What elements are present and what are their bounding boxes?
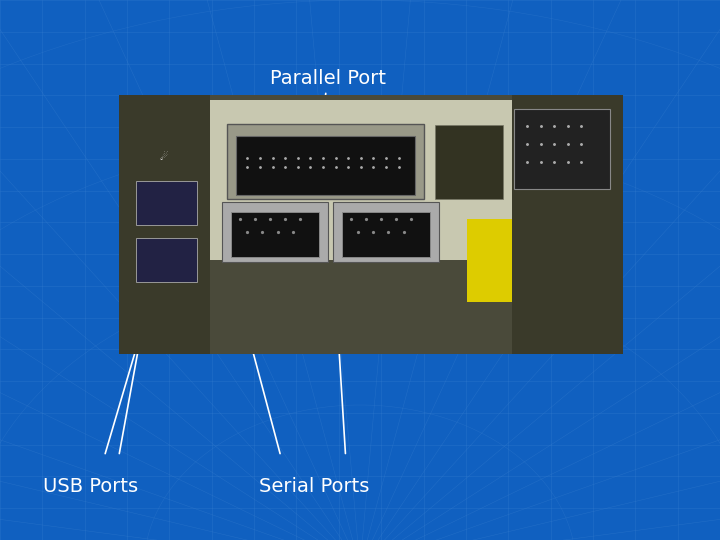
Text: USB Ports: USB Ports bbox=[43, 476, 138, 496]
Text: Serial Ports: Serial Ports bbox=[259, 476, 369, 496]
Text: Parallel Port: Parallel Port bbox=[269, 69, 386, 192]
